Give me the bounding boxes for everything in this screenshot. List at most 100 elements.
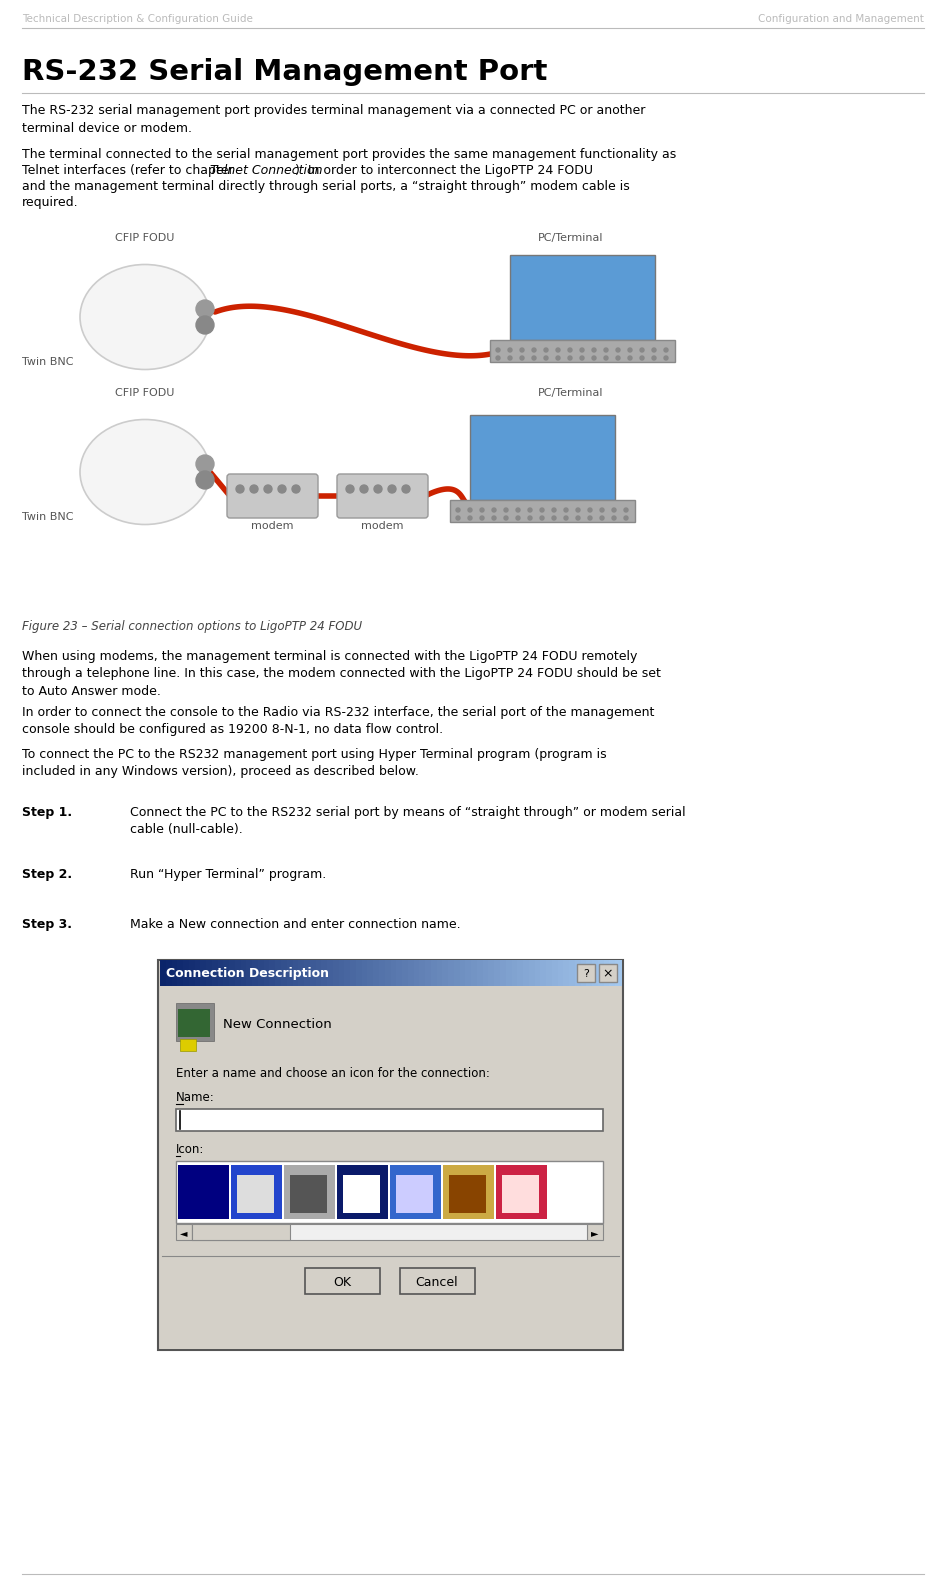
FancyBboxPatch shape bbox=[448, 960, 454, 986]
FancyBboxPatch shape bbox=[379, 960, 385, 986]
Text: When using modems, the management terminal is connected with the LigoPTP 24 FODU: When using modems, the management termin… bbox=[22, 651, 661, 698]
FancyBboxPatch shape bbox=[460, 960, 466, 986]
FancyBboxPatch shape bbox=[327, 960, 333, 986]
FancyBboxPatch shape bbox=[482, 960, 489, 986]
Circle shape bbox=[236, 486, 244, 494]
FancyBboxPatch shape bbox=[235, 960, 241, 986]
Circle shape bbox=[456, 508, 460, 513]
FancyBboxPatch shape bbox=[229, 960, 236, 986]
Circle shape bbox=[592, 348, 596, 352]
Circle shape bbox=[528, 516, 532, 521]
Circle shape bbox=[492, 516, 496, 521]
Circle shape bbox=[600, 516, 604, 521]
FancyBboxPatch shape bbox=[465, 960, 472, 986]
Circle shape bbox=[564, 508, 568, 513]
Circle shape bbox=[480, 508, 484, 513]
FancyBboxPatch shape bbox=[206, 960, 212, 986]
Circle shape bbox=[264, 486, 272, 494]
FancyBboxPatch shape bbox=[178, 1165, 229, 1219]
Circle shape bbox=[664, 348, 668, 352]
Circle shape bbox=[496, 355, 500, 360]
Circle shape bbox=[456, 516, 460, 521]
Circle shape bbox=[624, 516, 628, 521]
FancyBboxPatch shape bbox=[201, 960, 206, 986]
FancyBboxPatch shape bbox=[189, 960, 195, 986]
Circle shape bbox=[640, 355, 644, 360]
FancyBboxPatch shape bbox=[184, 1174, 221, 1212]
Circle shape bbox=[468, 508, 472, 513]
Text: Enter a name and choose an icon for the connection:: Enter a name and choose an icon for the … bbox=[176, 1066, 490, 1081]
FancyBboxPatch shape bbox=[540, 960, 547, 986]
Circle shape bbox=[612, 508, 616, 513]
Circle shape bbox=[196, 471, 214, 489]
FancyBboxPatch shape bbox=[529, 960, 535, 986]
FancyBboxPatch shape bbox=[413, 960, 420, 986]
Circle shape bbox=[196, 455, 214, 473]
FancyBboxPatch shape bbox=[443, 960, 448, 986]
FancyBboxPatch shape bbox=[450, 500, 635, 522]
Circle shape bbox=[568, 355, 572, 360]
Text: modem: modem bbox=[251, 521, 293, 532]
FancyBboxPatch shape bbox=[287, 960, 293, 986]
FancyBboxPatch shape bbox=[192, 1224, 290, 1239]
Circle shape bbox=[388, 486, 396, 494]
FancyBboxPatch shape bbox=[546, 960, 552, 986]
FancyBboxPatch shape bbox=[292, 960, 299, 986]
FancyBboxPatch shape bbox=[564, 960, 569, 986]
Text: The RS-232 serial management port provides terminal management via a connected P: The RS-232 serial management port provid… bbox=[22, 105, 645, 135]
FancyBboxPatch shape bbox=[598, 960, 604, 986]
Circle shape bbox=[292, 486, 300, 494]
Text: Configuration and Management: Configuration and Management bbox=[758, 14, 924, 24]
FancyBboxPatch shape bbox=[374, 960, 379, 986]
FancyBboxPatch shape bbox=[449, 1174, 486, 1212]
FancyBboxPatch shape bbox=[575, 960, 581, 986]
FancyBboxPatch shape bbox=[227, 475, 318, 517]
FancyBboxPatch shape bbox=[425, 960, 431, 986]
FancyBboxPatch shape bbox=[290, 1174, 327, 1212]
Circle shape bbox=[540, 508, 544, 513]
FancyBboxPatch shape bbox=[400, 1268, 475, 1293]
FancyBboxPatch shape bbox=[390, 1165, 441, 1219]
FancyBboxPatch shape bbox=[247, 960, 253, 986]
FancyBboxPatch shape bbox=[176, 1162, 603, 1224]
Circle shape bbox=[532, 355, 536, 360]
Text: Step 1.: Step 1. bbox=[22, 806, 72, 819]
Text: Twin BNC: Twin BNC bbox=[22, 357, 74, 367]
FancyBboxPatch shape bbox=[223, 960, 230, 986]
Text: Run “Hyper Terminal” program.: Run “Hyper Terminal” program. bbox=[130, 868, 326, 881]
Text: Name:: Name: bbox=[176, 1090, 215, 1105]
Circle shape bbox=[544, 355, 548, 360]
Text: Twin BNC: Twin BNC bbox=[22, 513, 74, 522]
Text: PC/Terminal: PC/Terminal bbox=[538, 387, 604, 398]
FancyBboxPatch shape bbox=[237, 1174, 274, 1212]
Circle shape bbox=[600, 508, 604, 513]
FancyBboxPatch shape bbox=[502, 1174, 539, 1212]
Text: Make a New connection and enter connection name.: Make a New connection and enter connecti… bbox=[130, 917, 461, 932]
Circle shape bbox=[544, 348, 548, 352]
Circle shape bbox=[504, 516, 508, 521]
FancyBboxPatch shape bbox=[396, 960, 403, 986]
FancyBboxPatch shape bbox=[510, 256, 655, 340]
Circle shape bbox=[580, 355, 584, 360]
Circle shape bbox=[496, 348, 500, 352]
FancyBboxPatch shape bbox=[609, 960, 616, 986]
Text: RS-232 Serial Management Port: RS-232 Serial Management Port bbox=[22, 59, 548, 86]
Circle shape bbox=[540, 516, 544, 521]
FancyBboxPatch shape bbox=[443, 1165, 494, 1219]
FancyBboxPatch shape bbox=[281, 960, 288, 986]
Circle shape bbox=[568, 348, 572, 352]
FancyBboxPatch shape bbox=[178, 1165, 229, 1219]
Circle shape bbox=[628, 348, 632, 352]
FancyBboxPatch shape bbox=[258, 960, 264, 986]
Circle shape bbox=[628, 355, 632, 360]
FancyBboxPatch shape bbox=[176, 1003, 214, 1041]
Circle shape bbox=[592, 355, 596, 360]
FancyBboxPatch shape bbox=[592, 960, 599, 986]
FancyBboxPatch shape bbox=[581, 960, 587, 986]
Circle shape bbox=[616, 355, 620, 360]
FancyBboxPatch shape bbox=[160, 960, 166, 986]
FancyBboxPatch shape bbox=[454, 960, 460, 986]
Text: CFIP FODU: CFIP FODU bbox=[115, 233, 175, 243]
FancyBboxPatch shape bbox=[512, 960, 517, 986]
FancyBboxPatch shape bbox=[178, 1009, 210, 1036]
